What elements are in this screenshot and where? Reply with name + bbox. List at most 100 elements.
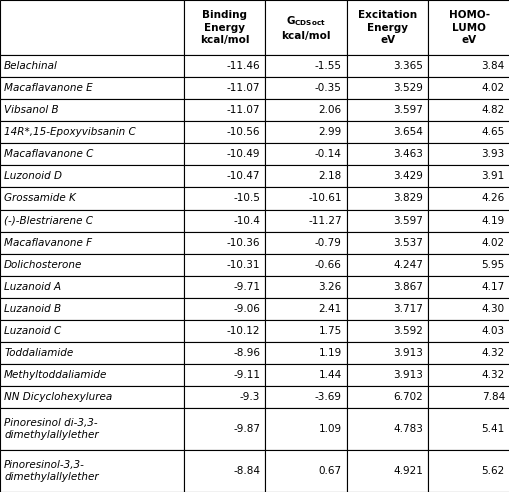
Text: 5.41: 5.41 <box>480 424 504 434</box>
Bar <box>346 187 428 210</box>
Text: 2.41: 2.41 <box>318 304 341 314</box>
Text: (-)-Blestriarene C: (-)-Blestriarene C <box>4 215 93 225</box>
Text: -1.55: -1.55 <box>314 61 341 71</box>
Text: -10.31: -10.31 <box>226 260 260 270</box>
Text: 3.91: 3.91 <box>480 171 504 182</box>
Bar <box>183 364 265 386</box>
Text: 4.247: 4.247 <box>392 260 422 270</box>
Text: 3.93: 3.93 <box>480 150 504 159</box>
Text: -11.46: -11.46 <box>226 61 260 71</box>
Text: -10.36: -10.36 <box>226 238 260 247</box>
Text: 3.26: 3.26 <box>318 282 341 292</box>
Bar <box>265 232 346 253</box>
Text: -10.4: -10.4 <box>233 215 260 225</box>
Bar <box>0 122 183 143</box>
Bar <box>346 342 428 364</box>
Bar <box>183 55 265 77</box>
Text: -10.47: -10.47 <box>226 171 260 182</box>
Text: 4.26: 4.26 <box>480 193 504 204</box>
Bar <box>183 320 265 342</box>
Bar <box>428 122 509 143</box>
Bar <box>428 298 509 320</box>
Bar <box>346 122 428 143</box>
Text: 3.592: 3.592 <box>392 326 422 336</box>
Bar <box>265 253 346 276</box>
Text: 4.921: 4.921 <box>392 466 422 476</box>
Text: Luzanoid B: Luzanoid B <box>4 304 61 314</box>
Bar <box>183 210 265 232</box>
Text: Dolichosterone: Dolichosterone <box>4 260 82 270</box>
Bar <box>428 450 509 492</box>
Text: 3.867: 3.867 <box>392 282 422 292</box>
Text: 3.537: 3.537 <box>392 238 422 247</box>
Text: 3.597: 3.597 <box>392 105 422 115</box>
Text: -10.61: -10.61 <box>307 193 341 204</box>
Bar <box>265 386 346 408</box>
Text: 3.365: 3.365 <box>392 61 422 71</box>
Text: -0.35: -0.35 <box>314 83 341 93</box>
Bar <box>0 253 183 276</box>
Text: -9.71: -9.71 <box>233 282 260 292</box>
Text: 4.30: 4.30 <box>481 304 504 314</box>
Bar <box>265 342 346 364</box>
Bar <box>346 143 428 165</box>
Text: -0.79: -0.79 <box>314 238 341 247</box>
Bar <box>346 253 428 276</box>
Text: G$_{\mathbf{CDSoct}}$
kcal/mol: G$_{\mathbf{CDSoct}}$ kcal/mol <box>280 14 330 41</box>
Text: 3.913: 3.913 <box>392 348 422 358</box>
Bar <box>0 450 183 492</box>
Text: -0.66: -0.66 <box>314 260 341 270</box>
Bar <box>0 187 183 210</box>
Text: 3.529: 3.529 <box>392 83 422 93</box>
Text: Luzonoid D: Luzonoid D <box>4 171 62 182</box>
Text: 1.09: 1.09 <box>318 424 341 434</box>
Bar <box>265 408 346 450</box>
Bar <box>0 342 183 364</box>
Bar <box>0 408 183 450</box>
Bar <box>0 276 183 298</box>
Bar <box>428 210 509 232</box>
Bar <box>428 320 509 342</box>
Bar <box>183 408 265 450</box>
Bar <box>265 122 346 143</box>
Bar <box>265 77 346 99</box>
Bar <box>428 364 509 386</box>
Text: Pinoresinol di-3,3-
dimethylallylether: Pinoresinol di-3,3- dimethylallylether <box>4 418 99 440</box>
Text: Macaflavanone E: Macaflavanone E <box>4 83 93 93</box>
Bar <box>265 187 346 210</box>
Bar <box>183 187 265 210</box>
Bar <box>0 364 183 386</box>
Bar <box>346 210 428 232</box>
Bar <box>428 0 509 55</box>
Bar <box>346 320 428 342</box>
Text: -8.84: -8.84 <box>233 466 260 476</box>
Bar <box>183 232 265 253</box>
Bar <box>183 276 265 298</box>
Text: 4.65: 4.65 <box>480 127 504 137</box>
Bar <box>265 210 346 232</box>
Bar <box>428 187 509 210</box>
Text: 5.62: 5.62 <box>480 466 504 476</box>
Bar <box>428 77 509 99</box>
Text: 1.19: 1.19 <box>318 348 341 358</box>
Bar <box>428 143 509 165</box>
Text: Toddaliamide: Toddaliamide <box>4 348 73 358</box>
Text: 2.99: 2.99 <box>318 127 341 137</box>
Text: -9.11: -9.11 <box>233 370 260 380</box>
Bar <box>428 276 509 298</box>
Text: -10.56: -10.56 <box>226 127 260 137</box>
Bar <box>346 0 428 55</box>
Bar <box>265 364 346 386</box>
Text: 1.44: 1.44 <box>318 370 341 380</box>
Bar <box>346 165 428 187</box>
Bar <box>428 253 509 276</box>
Bar <box>0 320 183 342</box>
Bar <box>265 276 346 298</box>
Text: 2.06: 2.06 <box>318 105 341 115</box>
Text: Luzanoid A: Luzanoid A <box>4 282 61 292</box>
Text: -9.06: -9.06 <box>233 304 260 314</box>
Text: Grossamide K: Grossamide K <box>4 193 76 204</box>
Text: 4.19: 4.19 <box>480 215 504 225</box>
Text: -9.87: -9.87 <box>233 424 260 434</box>
Bar <box>0 210 183 232</box>
